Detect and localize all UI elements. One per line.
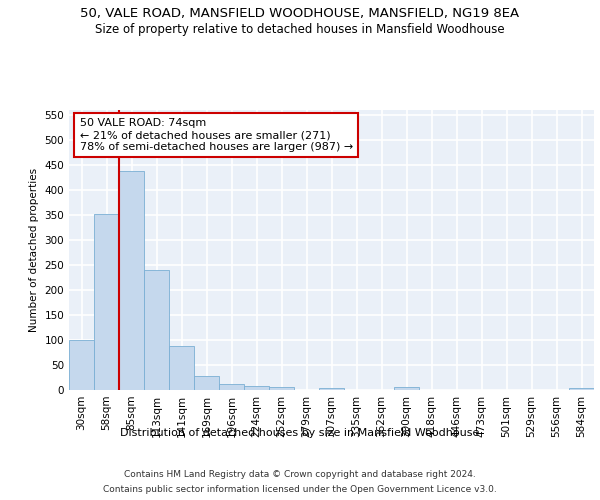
Bar [269,387,294,390]
Text: 50 VALE ROAD: 74sqm
← 21% of detached houses are smaller (271)
78% of semi-detac: 50 VALE ROAD: 74sqm ← 21% of detached ho… [79,118,353,152]
Text: Contains HM Land Registry data © Crown copyright and database right 2024.: Contains HM Land Registry data © Crown c… [124,470,476,479]
Bar [119,171,144,390]
Bar [319,388,344,390]
Text: Contains public sector information licensed under the Open Government Licence v3: Contains public sector information licen… [103,485,497,494]
Bar [244,386,269,390]
Text: Size of property relative to detached houses in Mansfield Woodhouse: Size of property relative to detached ho… [95,22,505,36]
Text: Distribution of detached houses by size in Mansfield Woodhouse: Distribution of detached houses by size … [121,428,479,438]
Bar [169,346,194,390]
Bar [219,384,244,390]
Bar [94,214,119,390]
Text: 50, VALE ROAD, MANSFIELD WOODHOUSE, MANSFIELD, NG19 8EA: 50, VALE ROAD, MANSFIELD WOODHOUSE, MANS… [80,8,520,20]
Bar [394,387,419,390]
Y-axis label: Number of detached properties: Number of detached properties [29,168,39,332]
Bar [144,270,169,390]
Bar [194,376,219,390]
Bar [569,388,594,390]
Bar [69,340,94,390]
